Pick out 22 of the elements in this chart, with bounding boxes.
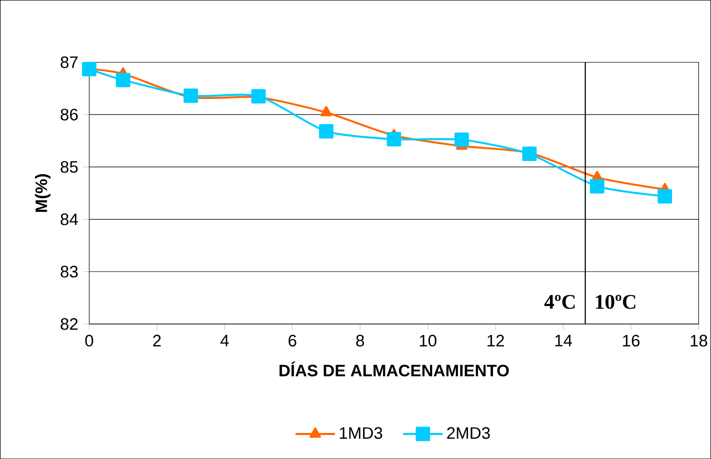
y-tick-label: 86: [60, 108, 78, 120]
annotation: 10ºC: [596, 294, 636, 309]
x-tick-label: 8: [356, 334, 364, 346]
x-tick-label: 0: [85, 334, 94, 346]
x-tick-label: 6: [288, 334, 296, 346]
legend-label: 1MD3: [340, 427, 382, 439]
x-tick-label: 12: [488, 334, 504, 346]
y-tick-label: 84: [60, 213, 78, 226]
x-tick-label: 14: [555, 334, 572, 346]
legend-label: 2MD3: [447, 427, 490, 439]
y-axis-title: M(%): [35, 174, 50, 212]
x-tick-label: 16: [623, 334, 640, 346]
x-tick-label: 18: [690, 334, 708, 346]
x-tick-label: 10: [420, 334, 436, 346]
x-axis-title: DÍAS DE ALMACENAMIENTO: [280, 361, 509, 376]
x-tick-label: 2: [153, 334, 161, 346]
y-tick-label: 85: [60, 160, 78, 173]
x-tick-label: 4: [220, 334, 229, 346]
annotation: 4ºC: [544, 294, 575, 309]
y-tick-label: 82: [60, 318, 78, 330]
y-tick-label: 83: [60, 266, 78, 278]
y-tick-label: 87: [60, 56, 78, 68]
